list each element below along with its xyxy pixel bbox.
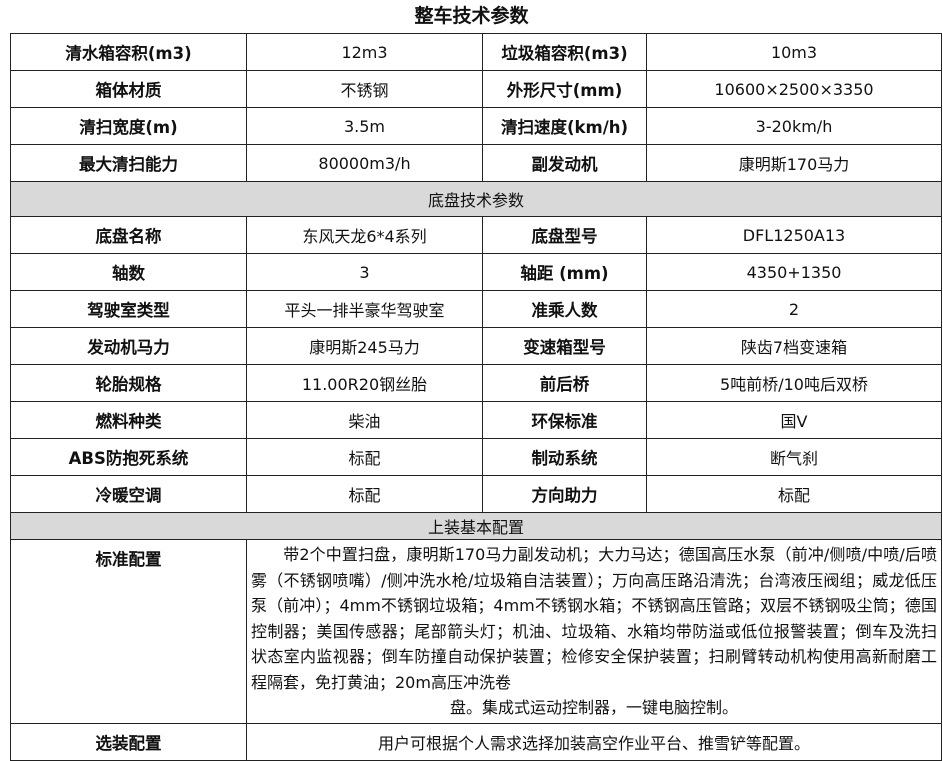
optional-config-label: 选装配置	[10, 722, 247, 761]
spec-value: 陕齿7档变速箱	[646, 327, 942, 365]
spec-value: 4350+1350	[646, 253, 942, 291]
standard-config-end: 盘。集成式运动控制器，一键电脑控制。	[449, 698, 738, 717]
spec-value: 3.5m	[246, 107, 483, 145]
standard-config-text: 带2个中置扫盘，康明斯170马力副发动机；大力马达；德国高压水泵（前冲/侧喷/中…	[246, 539, 942, 724]
spec-label: 底盘型号	[482, 216, 647, 254]
spec-label: 垃圾箱容积(m3)	[482, 33, 647, 71]
spec-row: 发动机马力 康明斯245马力 变速箱型号 陕齿7档变速箱	[10, 327, 942, 365]
spec-row: 轴数 3 轴距 (mm) 4350+1350	[10, 253, 942, 291]
spec-row: 燃料种类 柴油 环保标准 国V	[10, 401, 942, 439]
spec-value: 2	[646, 290, 942, 328]
section-header-row: 底盘技术参数	[10, 181, 942, 217]
spec-value: 10600×2500×3350	[646, 70, 942, 108]
spec-row: 底盘名称 东风天龙6*4系列 底盘型号 DFL1250A13	[10, 216, 942, 254]
spec-label: 轮胎规格	[10, 364, 247, 402]
spec-row: 轮胎规格 11.00R20钢丝胎 前后桥 5吨前桥/10吨后双桥	[10, 364, 942, 402]
spec-label: 轴距 (mm)	[482, 253, 647, 291]
chassis-spec-section: 底盘名称 东风天龙6*4系列 底盘型号 DFL1250A13 轴数 3 轴距 (mm) 435…	[10, 216, 942, 513]
spec-label: 制动系统	[482, 438, 647, 476]
spec-label: 外形尺寸(mm)	[482, 70, 647, 108]
spec-value: 10m3	[646, 33, 942, 71]
spec-value: 12m3	[246, 33, 483, 71]
standard-config-body: 带2个中置扫盘，康明斯170马力副发动机；大力马达；德国高压水泵（前冲/侧喷/中…	[251, 545, 937, 692]
spec-label: 底盘名称	[10, 216, 247, 254]
spec-row: 箱体材质 不锈钢 外形尺寸(mm) 10600×2500×3350	[10, 70, 942, 108]
spec-label: 清扫宽度(m)	[10, 107, 247, 145]
spec-row: 最大清扫能力 80000m3/h 副发动机 康明斯170马力	[10, 144, 942, 182]
optional-config-text: 用户可根据个人需求选择加装高空作业平台、推雪铲等配置。	[246, 722, 942, 761]
spec-value: 80000m3/h	[246, 144, 483, 182]
spec-value: 断气刹	[646, 438, 942, 476]
spec-label: 清水箱容积(m3)	[10, 33, 247, 71]
standard-config-label: 标准配置	[10, 539, 247, 724]
spec-value: 11.00R20钢丝胎	[246, 364, 483, 402]
spec-label: 驾驶室类型	[10, 290, 247, 328]
section-header-row: 上装基本配置	[10, 512, 942, 540]
spec-row: 清水箱容积(m3) 12m3 垃圾箱容积(m3) 10m3	[10, 33, 942, 71]
spec-row: 冷暖空调 标配 方向助力 标配	[10, 475, 942, 513]
spec-value: DFL1250A13	[646, 216, 942, 254]
spec-table: 清水箱容积(m3) 12m3 垃圾箱容积(m3) 10m3 箱体材质 不锈钢 外形尺寸(mm…	[10, 33, 942, 761]
optional-config-row: 选装配置 用户可根据个人需求选择加装高空作业平台、推雪铲等配置。	[10, 722, 942, 761]
spec-label: 准乘人数	[482, 290, 647, 328]
spec-label: 轴数	[10, 253, 247, 291]
spec-value: 标配	[246, 475, 483, 513]
spec-row: 清扫宽度(m) 3.5m 清扫速度(km/h) 3-20km/h	[10, 107, 942, 145]
spec-value: 康明斯245马力	[246, 327, 483, 365]
spec-value: 平头一排半豪华驾驶室	[246, 290, 483, 328]
spec-label: 变速箱型号	[482, 327, 647, 365]
spec-value: 标配	[646, 475, 942, 513]
chassis-section-title: 底盘技术参数	[10, 181, 942, 217]
vehicle-spec-section: 清水箱容积(m3) 12m3 垃圾箱容积(m3) 10m3 箱体材质 不锈钢 外形尺寸(mm…	[10, 33, 942, 182]
spec-label: 箱体材质	[10, 70, 247, 108]
spec-label: 发动机马力	[10, 327, 247, 365]
spec-label: 方向助力	[482, 475, 647, 513]
spec-label: 清扫速度(km/h)	[482, 107, 647, 145]
spec-row: ABS防抱死系统 标配 制动系统 断气刹	[10, 438, 942, 476]
spec-value: 国V	[646, 401, 942, 439]
upper-section-title: 上装基本配置	[10, 512, 942, 540]
spec-label: 前后桥	[482, 364, 647, 402]
standard-config-row: 标准配置 带2个中置扫盘，康明斯170马力副发动机；大力马达；德国高压水泵（前冲…	[10, 539, 942, 724]
spec-value: 不锈钢	[246, 70, 483, 108]
page-title: 整车技术参数	[414, 5, 529, 27]
spec-value: 3-20km/h	[646, 107, 942, 145]
spec-value: 柴油	[246, 401, 483, 439]
spec-label: 环保标准	[482, 401, 647, 439]
spec-label: 燃料种类	[10, 401, 247, 439]
spec-value: 标配	[246, 438, 483, 476]
spec-row: 驾驶室类型 平头一排半豪华驾驶室 准乘人数 2	[10, 290, 942, 328]
spec-value: 3	[246, 253, 483, 291]
spec-value: 康明斯170马力	[646, 144, 942, 182]
spec-label: 副发动机	[482, 144, 647, 182]
spec-value: 东风天龙6*4系列	[246, 216, 483, 254]
spec-value: 5吨前桥/10吨后双桥	[646, 364, 942, 402]
spec-label: 冷暖空调	[10, 475, 247, 513]
spec-label: 最大清扫能力	[10, 144, 247, 182]
spec-label: ABS防抱死系统	[10, 438, 247, 476]
